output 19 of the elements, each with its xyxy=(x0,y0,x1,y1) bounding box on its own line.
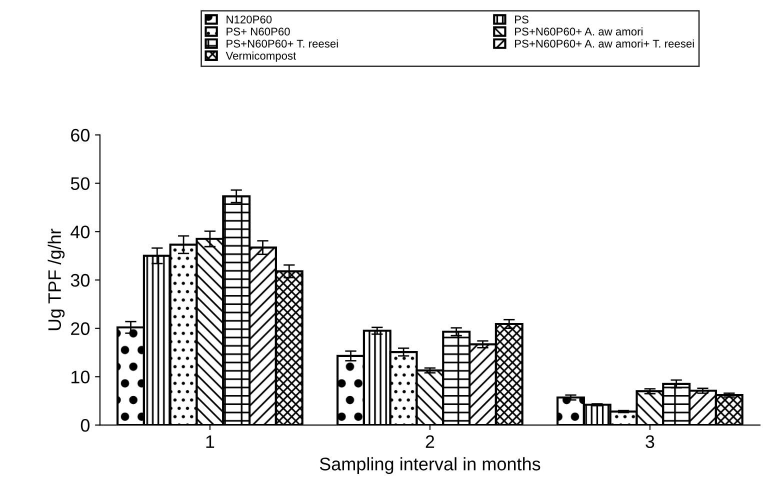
y-tick-label: 20 xyxy=(71,322,90,336)
x-tick-label: 2 xyxy=(426,435,434,448)
y-tick-label: 50 xyxy=(70,177,90,190)
x-axis-title: Sampling interval in months xyxy=(320,457,540,474)
legend-label: PS xyxy=(515,16,528,24)
legend-label: PS+N60P60+ A. aw amori+ T. reesei xyxy=(515,39,694,48)
legend-label: N120P60 xyxy=(226,16,272,24)
x-tick-label: 3 xyxy=(646,435,654,448)
x-tick-label: 1 xyxy=(206,435,214,448)
legend-label: PS+N60P60+ A. aw amori xyxy=(515,27,642,36)
y-tick-label: 0 xyxy=(80,419,90,432)
legend-label: PS+ N60P60 xyxy=(226,28,290,36)
legend-label: PS+N60P60+ T. reesei xyxy=(226,39,338,48)
legend-label: Vermicompost xyxy=(226,52,296,62)
y-tick-label: 10 xyxy=(72,370,90,384)
y-axis-title: Ug TPF /g/hr xyxy=(48,228,65,330)
y-tick-label: 30 xyxy=(70,274,90,287)
y-tick-label: 40 xyxy=(70,226,90,238)
y-tick-label: 60 xyxy=(71,128,90,142)
